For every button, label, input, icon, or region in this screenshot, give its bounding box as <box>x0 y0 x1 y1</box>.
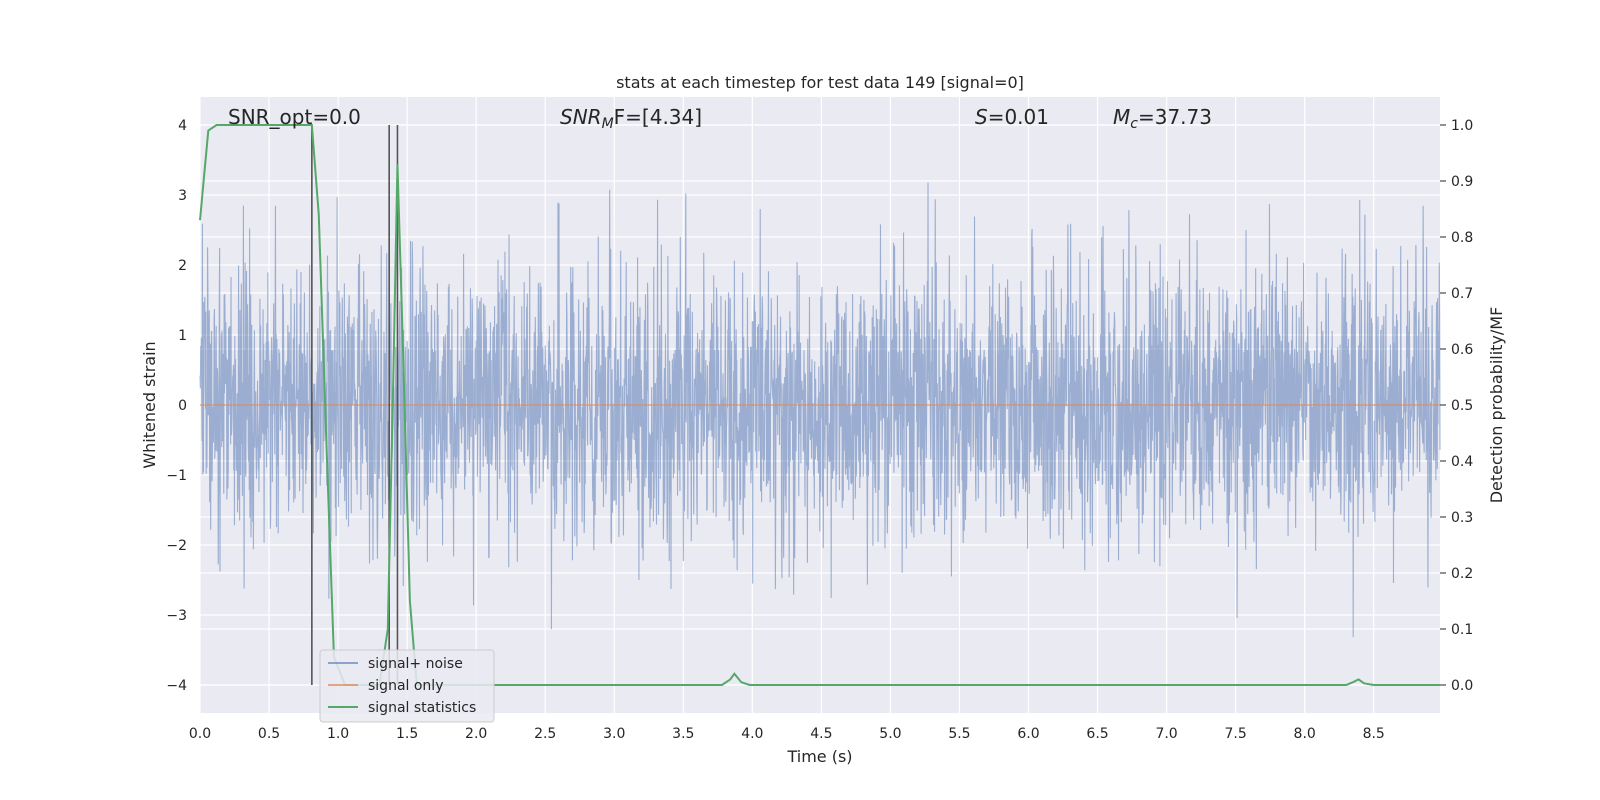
y-left-tick-3: 1 <box>178 328 187 344</box>
x-tick-labels: 0.0 0.5 1.0 1.5 2.0 2.5 3.0 3.5 4.0 4.5 5.0 5.5 6.0 6… <box>189 726 1385 742</box>
y-left-tick-1: 3 <box>178 188 187 204</box>
x-axis-label: Time (s) <box>786 747 852 766</box>
x-tick-5: 2.5 <box>534 726 556 742</box>
x-tick-7: 3.5 <box>672 726 694 742</box>
chart-title: stats at each timestep for test data 149… <box>616 73 1024 92</box>
x-tick-12: 6.0 <box>1017 726 1039 742</box>
mc-main: M <box>1113 105 1130 129</box>
x-tick-1: 0.5 <box>258 726 280 742</box>
series-signal-statistics <box>199 124 1440 686</box>
y-right-tick-1: 0.9 <box>1451 174 1473 190</box>
snr-mf-after: F=[4.34] <box>614 105 702 129</box>
y-left-axis-label: Whitened strain <box>140 341 159 468</box>
y-right-tick-5: 0.5 <box>1451 398 1473 414</box>
mc-after: =37.73 <box>1138 105 1212 129</box>
y-left-tick-8: −4 <box>166 678 187 694</box>
snr-mf-sub: M <box>602 116 614 132</box>
y-right-tick-4: 0.6 <box>1451 342 1473 358</box>
y-right-tick-2: 0.8 <box>1451 230 1473 246</box>
x-tick-13: 6.5 <box>1086 726 1108 742</box>
x-tick-9: 4.5 <box>810 726 832 742</box>
annotation-mc: Mc=37.73 <box>1113 105 1212 132</box>
y-right-tick-labels: 1.0 0.9 0.8 0.7 0.6 0.5 0.4 0.3 0.2 0.1 0.0 <box>1440 118 1473 694</box>
mc-sub: c <box>1130 116 1138 132</box>
legend-label-signal-noise: signal+ noise <box>368 656 463 672</box>
x-tick-6: 3.0 <box>603 726 625 742</box>
y-right-axis-label: Detection probability/MF <box>1487 307 1506 504</box>
signal-statistics-path <box>199 124 1440 686</box>
x-tick-16: 8.0 <box>1294 726 1316 742</box>
snr-mf-main: SNR <box>560 105 602 129</box>
x-tick-8: 4.0 <box>741 726 763 742</box>
x-tick-0: 0.0 <box>189 726 211 742</box>
annotation-snr-mf: SNRMF=[4.34] <box>560 105 702 132</box>
y-right-tick-7: 0.3 <box>1451 510 1473 526</box>
s-after: =0.01 <box>988 105 1049 129</box>
y-left-tick-labels: 4 3 2 1 0 −1 −2 −3 −4 <box>166 118 187 694</box>
x-tick-10: 5.0 <box>879 726 901 742</box>
legend-label-signal-statistics: signal statistics <box>368 700 476 716</box>
y-left-tick-2: 2 <box>178 258 187 274</box>
x-tick-15: 7.5 <box>1225 726 1247 742</box>
x-tick-17: 8.5 <box>1363 726 1385 742</box>
x-tick-3: 1.5 <box>396 726 418 742</box>
y-right-tick-8: 0.2 <box>1451 566 1473 582</box>
y-right-tick-10: 0.0 <box>1451 678 1473 694</box>
x-tick-11: 5.5 <box>948 726 970 742</box>
x-tick-4: 2.0 <box>465 726 487 742</box>
y-left-tick-0: 4 <box>178 118 187 134</box>
series-signal-noise <box>199 182 1441 638</box>
annotation-s: S=0.01 <box>975 105 1049 129</box>
x-tick-2: 1.0 <box>327 726 349 742</box>
noise-path <box>199 182 1441 638</box>
legend-label-signal-only: signal only <box>368 678 443 694</box>
legend-box <box>319 649 495 723</box>
legend: signal+ noise signal only signal statist… <box>319 649 495 723</box>
y-left-tick-6: −2 <box>166 538 187 554</box>
y-right-tick-9: 0.1 <box>1451 622 1473 638</box>
y-left-tick-7: −3 <box>166 608 187 624</box>
y-right-tick-0: 1.0 <box>1451 118 1473 134</box>
x-tick-14: 7.0 <box>1155 726 1177 742</box>
y-right-tick-6: 0.4 <box>1451 454 1473 470</box>
annotation-snr-opt: SNR_opt=0.0 <box>228 105 361 129</box>
y-right-tick-3: 0.7 <box>1451 286 1473 302</box>
s-main: S <box>975 105 988 129</box>
y-left-tick-4: 0 <box>178 398 187 414</box>
y-left-tick-5: −1 <box>166 468 187 484</box>
